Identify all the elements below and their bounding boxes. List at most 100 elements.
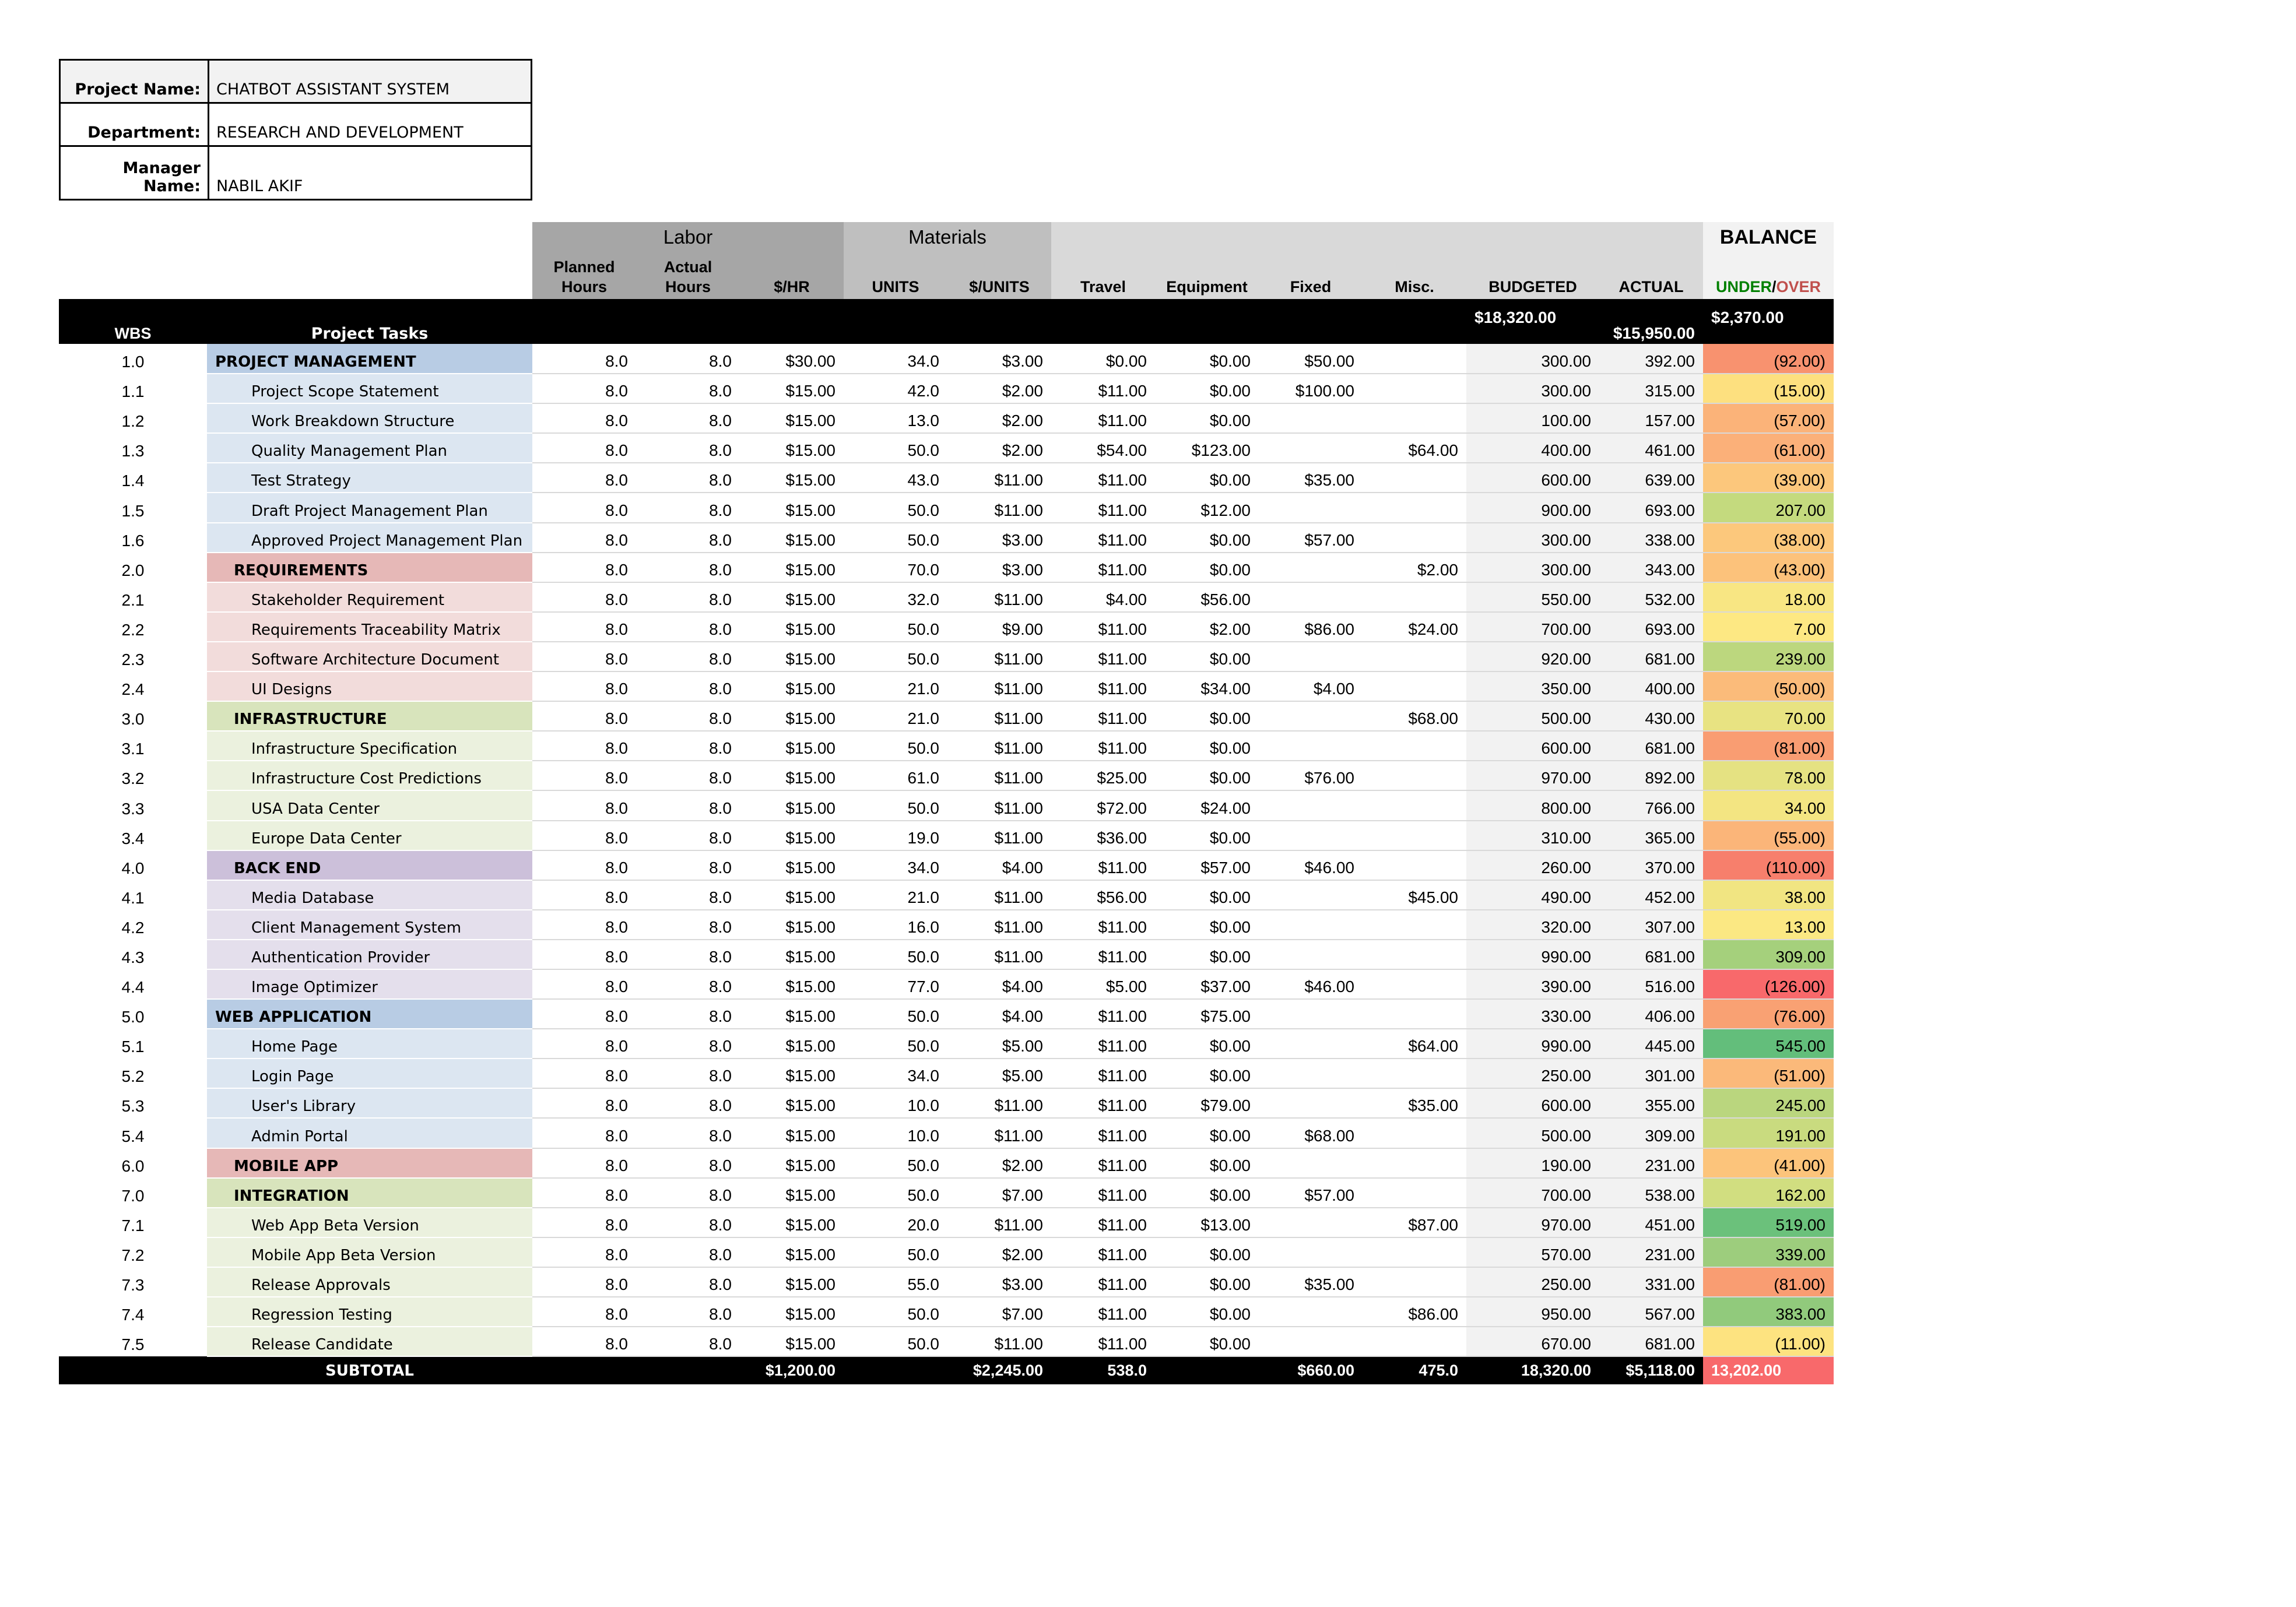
- actual-cell[interactable]: 639.00: [1599, 463, 1703, 494]
- balance-cell[interactable]: (126.00): [1703, 969, 1834, 1000]
- fixed-cell[interactable]: [1259, 1059, 1363, 1089]
- budgeted-cell[interactable]: 700.00: [1466, 611, 1599, 642]
- travel-cell[interactable]: $0.00: [1051, 344, 1155, 375]
- equipment-cell[interactable]: $0.00: [1155, 374, 1259, 405]
- budgeted-cell[interactable]: 600.00: [1466, 731, 1599, 762]
- units-cell[interactable]: 42.0: [844, 374, 947, 405]
- fixed-cell[interactable]: [1259, 999, 1363, 1030]
- misc-cell[interactable]: $35.00: [1363, 1088, 1466, 1119]
- rate-cell[interactable]: $15.00: [740, 1177, 844, 1208]
- per-unit-cell[interactable]: $11.00: [947, 582, 1051, 613]
- equipment-cell[interactable]: $0.00: [1155, 909, 1259, 940]
- planned-hours-cell[interactable]: 8.0: [532, 1297, 636, 1328]
- actual-hours-cell[interactable]: 8.0: [636, 1118, 740, 1149]
- budgeted-cell[interactable]: 950.00: [1466, 1297, 1599, 1328]
- balance-cell[interactable]: (11.00): [1703, 1327, 1834, 1358]
- budgeted-cell[interactable]: 300.00: [1466, 522, 1599, 553]
- fixed-cell[interactable]: [1259, 1327, 1363, 1358]
- planned-hours-cell[interactable]: 8.0: [532, 790, 636, 821]
- wbs-cell[interactable]: 1.3: [121, 442, 145, 460]
- budgeted-cell[interactable]: 250.00: [1466, 1267, 1599, 1298]
- travel-cell[interactable]: $11.00: [1051, 1148, 1155, 1179]
- budgeted-cell[interactable]: 390.00: [1466, 969, 1599, 1000]
- task-cell[interactable]: Web App Beta Version: [207, 1207, 532, 1238]
- rate-cell[interactable]: $15.00: [740, 969, 844, 1000]
- misc-cell[interactable]: [1363, 1059, 1466, 1089]
- rate-cell[interactable]: $15.00: [740, 403, 844, 434]
- balance-cell[interactable]: 18.00: [1703, 582, 1834, 613]
- misc-cell[interactable]: [1363, 403, 1466, 434]
- rate-cell[interactable]: $15.00: [740, 641, 844, 673]
- equipment-cell[interactable]: $0.00: [1155, 1118, 1259, 1149]
- per-unit-cell[interactable]: $11.00: [947, 493, 1051, 523]
- actual-hours-cell[interactable]: 8.0: [636, 761, 740, 792]
- per-unit-cell[interactable]: $11.00: [947, 790, 1051, 821]
- actual-hours-cell[interactable]: 8.0: [636, 880, 740, 910]
- equipment-cell[interactable]: $0.00: [1155, 1029, 1259, 1060]
- fixed-cell[interactable]: $68.00: [1259, 1118, 1363, 1149]
- units-cell[interactable]: 10.0: [844, 1088, 947, 1119]
- actual-cell[interactable]: 461.00: [1599, 433, 1703, 464]
- travel-cell[interactable]: $11.00: [1051, 1207, 1155, 1238]
- rate-cell[interactable]: $15.00: [740, 433, 844, 464]
- equipment-cell[interactable]: $0.00: [1155, 939, 1259, 970]
- units-cell[interactable]: 50.0: [844, 611, 947, 642]
- balance-cell[interactable]: 339.00: [1703, 1237, 1834, 1268]
- task-cell[interactable]: Work Breakdown Structure: [207, 403, 532, 434]
- rate-cell[interactable]: $15.00: [740, 1207, 844, 1238]
- budgeted-cell[interactable]: 500.00: [1466, 1118, 1599, 1149]
- travel-cell[interactable]: $11.00: [1051, 1297, 1155, 1328]
- wbs-cell[interactable]: 4.4: [121, 978, 145, 997]
- misc-cell[interactable]: [1363, 1327, 1466, 1358]
- budgeted-cell[interactable]: 800.00: [1466, 790, 1599, 821]
- equipment-cell[interactable]: $79.00: [1155, 1088, 1259, 1119]
- budgeted-cell[interactable]: 600.00: [1466, 463, 1599, 494]
- wbs-cell[interactable]: 1.1: [121, 382, 145, 401]
- balance-cell[interactable]: 78.00: [1703, 761, 1834, 792]
- per-unit-cell[interactable]: $11.00: [947, 731, 1051, 762]
- misc-cell[interactable]: $2.00: [1363, 552, 1466, 583]
- balance-cell[interactable]: (81.00): [1703, 1267, 1834, 1298]
- per-unit-cell[interactable]: $7.00: [947, 1297, 1051, 1328]
- planned-hours-cell[interactable]: 8.0: [532, 1327, 636, 1358]
- travel-cell[interactable]: $25.00: [1051, 761, 1155, 792]
- per-unit-cell[interactable]: $11.00: [947, 880, 1051, 910]
- fixed-cell[interactable]: [1259, 909, 1363, 940]
- planned-hours-cell[interactable]: 8.0: [532, 552, 636, 583]
- balance-cell[interactable]: 383.00: [1703, 1297, 1834, 1328]
- misc-cell[interactable]: $87.00: [1363, 1207, 1466, 1238]
- project-name-value[interactable]: CHATBOT ASSISTANT SYSTEM: [208, 59, 532, 104]
- travel-cell[interactable]: $11.00: [1051, 1088, 1155, 1119]
- planned-hours-cell[interactable]: 8.0: [532, 641, 636, 673]
- fixed-cell[interactable]: [1259, 701, 1363, 732]
- budgeted-cell[interactable]: 260.00: [1466, 850, 1599, 881]
- task-cell[interactable]: Login Page: [207, 1059, 532, 1089]
- fixed-cell[interactable]: $86.00: [1259, 611, 1363, 642]
- planned-hours-cell[interactable]: 8.0: [532, 433, 636, 464]
- task-cell[interactable]: User's Library: [207, 1088, 532, 1119]
- department-value[interactable]: RESEARCH AND DEVELOPMENT: [208, 102, 532, 147]
- actual-cell[interactable]: 693.00: [1599, 493, 1703, 523]
- units-cell[interactable]: 10.0: [844, 1118, 947, 1149]
- rate-cell[interactable]: $15.00: [740, 522, 844, 553]
- equipment-cell[interactable]: $13.00: [1155, 1207, 1259, 1238]
- fixed-cell[interactable]: $50.00: [1259, 344, 1363, 375]
- manager-name-value[interactable]: NABIL AKIF: [208, 145, 532, 201]
- equipment-cell[interactable]: $0.00: [1155, 1297, 1259, 1328]
- rate-cell[interactable]: $15.00: [740, 1029, 844, 1060]
- actual-hours-cell[interactable]: 8.0: [636, 1327, 740, 1358]
- task-cell[interactable]: WEB APPLICATION: [207, 999, 532, 1030]
- actual-hours-cell[interactable]: 8.0: [636, 999, 740, 1030]
- actual-cell[interactable]: 681.00: [1599, 939, 1703, 970]
- fixed-cell[interactable]: [1259, 641, 1363, 673]
- planned-hours-cell[interactable]: 8.0: [532, 820, 636, 851]
- budgeted-cell[interactable]: 990.00: [1466, 1029, 1599, 1060]
- actual-cell[interactable]: 309.00: [1599, 1118, 1703, 1149]
- travel-cell[interactable]: $11.00: [1051, 493, 1155, 523]
- planned-hours-cell[interactable]: 8.0: [532, 611, 636, 642]
- fixed-cell[interactable]: $46.00: [1259, 969, 1363, 1000]
- wbs-cell[interactable]: 4.0: [121, 859, 145, 877]
- rate-cell[interactable]: $15.00: [740, 939, 844, 970]
- misc-cell[interactable]: [1363, 344, 1466, 375]
- units-cell[interactable]: 50.0: [844, 1148, 947, 1179]
